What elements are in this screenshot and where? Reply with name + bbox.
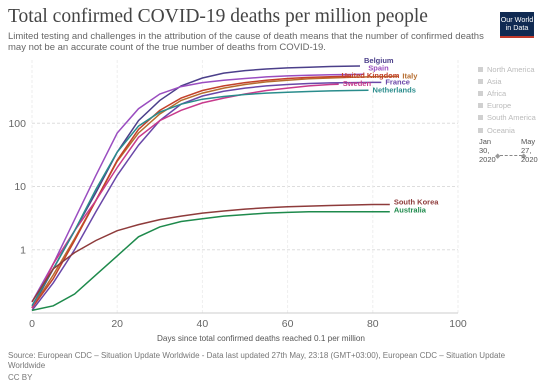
series-end-label: Italy	[402, 71, 418, 80]
series-end-label: South Korea	[394, 197, 439, 206]
timeline-end-day: 27,	[521, 146, 532, 155]
x-axis-title: Days since total confirmed deaths reache…	[157, 334, 365, 343]
series-line-belgium[interactable]	[31, 65, 361, 309]
series-end-label: Australia	[394, 206, 427, 215]
series-line-united-kingdom[interactable]	[31, 75, 352, 309]
series-line-sweden[interactable]	[31, 83, 339, 309]
legend-label: Asia	[487, 76, 502, 86]
series-end-label: Belgium	[364, 56, 394, 65]
timeline-slider[interactable]: Jan 30, 2020 ◆ ◆ May 27, 2020	[477, 137, 539, 173]
y-tick-label: 100	[8, 118, 26, 130]
x-tick-label: 40	[197, 318, 209, 330]
timeline-start-date: Jan 30, 2020	[479, 137, 496, 164]
license-link[interactable]: CC BY	[8, 373, 33, 382]
timeline-start-year: 2020	[479, 155, 496, 164]
logo-line-1: Our World	[500, 15, 534, 24]
owid-logo[interactable]: Our World in Data	[500, 12, 534, 38]
series-end-label: France	[385, 77, 410, 86]
legend-item-north-america[interactable]: North America	[478, 63, 540, 75]
series-group	[31, 65, 399, 312]
legend-swatch	[478, 127, 483, 133]
legend-label: South America	[487, 113, 536, 123]
series-end-label: Sweden	[343, 79, 372, 88]
line-chart: 1 10 100 0 20 40 60 80 100 Days since total confi…	[8, 56, 467, 343]
series-line-spain[interactable]	[31, 73, 365, 303]
y-tick-label: 1	[20, 244, 26, 256]
x-tick-label: 20	[111, 318, 123, 330]
legend-item-south-america[interactable]: South America	[478, 112, 540, 124]
y-tick-label: 10	[14, 181, 26, 193]
series-line-italy[interactable]	[31, 75, 399, 309]
series-end-label: Netherlands	[373, 85, 416, 94]
timeline-end-date: May 27, 2020	[521, 137, 538, 164]
timeline-end-year: 2020	[521, 155, 538, 164]
source-note: Source: European CDC – Situation Update …	[8, 351, 506, 370]
region-legend: North America Asia Africa Europe South A…	[478, 63, 540, 136]
series-end-label: United Kingdom	[342, 71, 400, 80]
x-tick-label: 60	[282, 318, 294, 330]
legend-label: Oceania	[487, 125, 515, 135]
logo-line-2: in Data	[505, 23, 529, 32]
series-line-south-korea[interactable]	[31, 203, 390, 303]
legend-label: Africa	[487, 88, 507, 98]
series-end-label: Spain	[368, 63, 389, 72]
timeline-start-day: 30,	[479, 146, 490, 155]
legend-swatch	[478, 78, 483, 84]
legend-label: North America	[487, 64, 535, 74]
series-line-france[interactable]	[31, 81, 382, 311]
legend-swatch	[478, 90, 483, 96]
x-tick-label: 100	[449, 318, 467, 330]
legend-item-africa[interactable]: Africa	[478, 87, 540, 99]
legend-swatch	[478, 66, 483, 72]
chart-title: Total confirmed COVID-19 deaths per mill…	[8, 6, 428, 27]
legend-item-oceania[interactable]: Oceania	[478, 124, 540, 136]
timeline-track[interactable]	[500, 155, 522, 156]
timeline-end-month: May	[521, 137, 536, 146]
legend-item-asia[interactable]: Asia	[478, 75, 540, 87]
legend-swatch	[478, 115, 483, 121]
timeline-start-handle[interactable]: ◆	[495, 153, 501, 160]
x-tick-label: 0	[29, 318, 35, 330]
x-tick-label: 80	[367, 318, 379, 330]
timeline-start-month: Jan	[479, 137, 492, 146]
timeline-end-handle[interactable]: ◆	[521, 153, 527, 160]
legend-item-europe[interactable]: Europe	[478, 100, 540, 112]
series-line-australia[interactable]	[31, 210, 390, 312]
legend-label: Europe	[487, 101, 512, 111]
chart-subtitle: Limited testing and challenges in the at…	[8, 31, 484, 53]
series-line-netherlands[interactable]	[31, 89, 369, 307]
legend-swatch	[478, 103, 483, 109]
